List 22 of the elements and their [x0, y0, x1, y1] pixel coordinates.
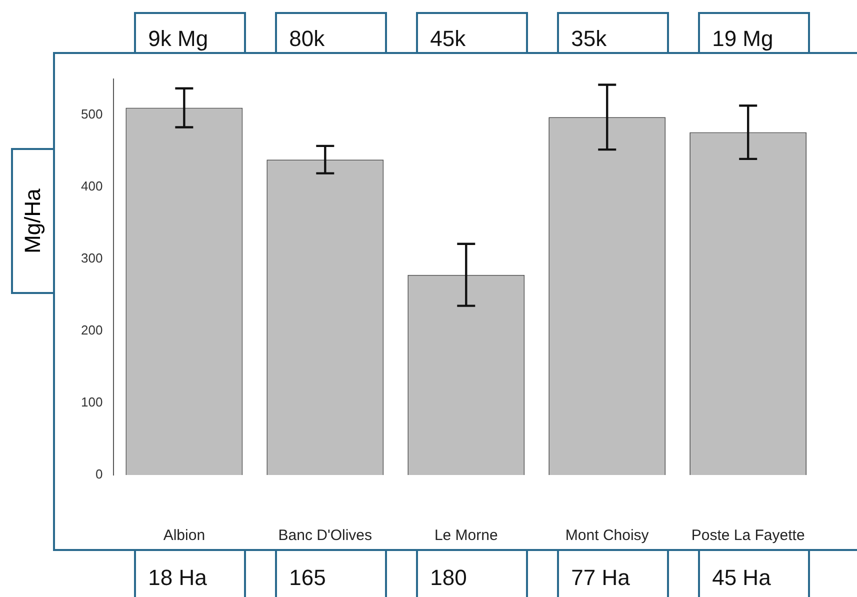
- text: 165: [275, 549, 388, 597]
- y-tick-label: 300: [80, 250, 103, 266]
- text: 77 Ha: [557, 549, 670, 597]
- y-tick-label: 400: [80, 178, 103, 194]
- x-tick-label: Poste La Fayette: [691, 527, 805, 544]
- text: 35k: [557, 12, 670, 54]
- text: 45k: [416, 12, 528, 54]
- text: 18 Ha: [134, 549, 246, 597]
- text: 9k Mg: [134, 12, 246, 54]
- y-tick-label: 500: [80, 106, 103, 122]
- text: 180: [416, 549, 528, 597]
- x-tick-label: Le Morne: [434, 527, 498, 544]
- y-tick-label: 200: [80, 322, 103, 338]
- x-tick-label: Mont Choisy: [565, 527, 650, 544]
- text: 45 Ha: [698, 549, 810, 597]
- text: 19 Mg: [698, 12, 810, 54]
- y-tick-label: 0: [95, 466, 103, 482]
- x-tick-label: Albion: [163, 527, 206, 544]
- y-axis-title: Mg/Ha: [20, 188, 46, 254]
- text: 80k: [275, 12, 388, 54]
- y-tick-label: 100: [80, 394, 103, 410]
- x-tick-label: Banc D'Olives: [278, 527, 372, 544]
